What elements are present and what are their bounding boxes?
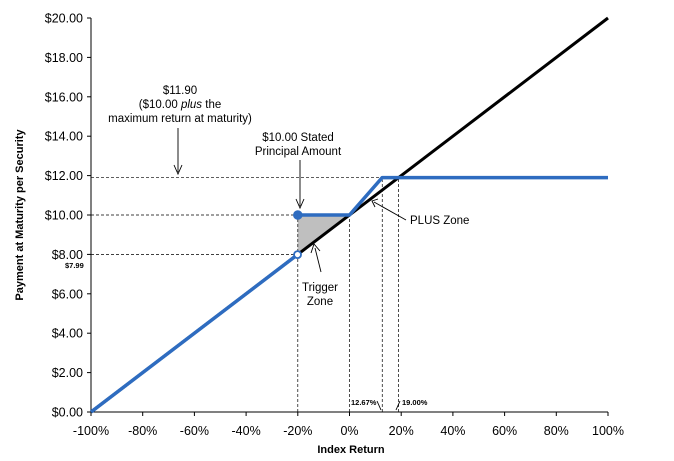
trigger-level-label: $7.99 — [65, 261, 84, 270]
max-return-desc-2: maximum return at maturity) — [108, 113, 252, 125]
trigger-zone-line2: Zone — [307, 296, 333, 308]
y-tick-label: $20.00 — [45, 12, 83, 26]
series-markers — [293, 210, 303, 259]
cap-threshold-label: 12.67% — [351, 398, 377, 407]
y-tick-label: $18.00 — [45, 51, 83, 65]
trigger-zone-arrow — [314, 247, 322, 273]
y-tick-label: $2.00 — [52, 366, 83, 380]
trigger-level-marker — [293, 250, 302, 259]
x-tick-label: -80% — [128, 424, 157, 438]
x-tick-label: -100% — [73, 424, 109, 438]
series-lines — [89, 16, 609, 414]
plus-zone-arrow — [373, 201, 407, 221]
stated-principal-marker — [293, 210, 303, 220]
y-axis-title: Payment at Maturity per Security — [14, 129, 26, 301]
stated-principal-line2: Principal Amount — [255, 146, 342, 158]
y-tick-label: $8.00 — [52, 248, 83, 262]
y-tick-labels: $0.00 $2.00 $4.00 $6.00 $8.00 $10.00 $12.00 $14… — [45, 12, 83, 420]
x-tick-label: 20% — [389, 424, 414, 438]
series-line-1 — [89, 253, 299, 414]
x-tick-label: -60% — [180, 424, 209, 438]
y-tick-label: $10.00 — [45, 209, 83, 223]
y-tick-label: $12.00 — [45, 169, 83, 183]
y-tick-label: $16.00 — [45, 90, 83, 104]
x-tick-label: 100% — [592, 424, 624, 438]
x-tick-labels: -100% -80% -60% -40% -20% 0% 20% 40% 60% 80% 100% — [73, 424, 624, 438]
axes — [87, 17, 609, 416]
y-tick-label: $14.00 — [45, 130, 83, 144]
x-tick-label: 0% — [340, 424, 358, 438]
trigger-zone-line1: Trigger — [302, 282, 338, 294]
cap-threshold-tick — [376, 400, 382, 411]
y-tick-label: $0.00 — [52, 406, 83, 420]
annotation-arrows — [173, 128, 407, 411]
y-tick-label: $6.00 — [52, 287, 83, 301]
plus-zone-label: PLUS Zone — [410, 215, 469, 227]
x-axis-title: Index Return — [317, 444, 385, 456]
max-index-label: 19.00% — [402, 398, 428, 407]
x-tick-label: -20% — [283, 424, 312, 438]
max-return-desc: ($10.00 plus the — [139, 99, 222, 111]
plus-zone-arrowhead — [371, 198, 379, 208]
x-tick-label: 60% — [492, 424, 517, 438]
max-return-arrowhead — [173, 164, 183, 176]
x-tick-label: -40% — [232, 424, 261, 438]
stated-principal-line1: $10.00 Stated — [262, 132, 334, 144]
series-line-2 — [297, 175, 608, 217]
stated-principal-arrowhead — [295, 198, 305, 210]
x-tick-label: 80% — [544, 424, 569, 438]
max-index-tick — [395, 400, 401, 411]
trigger-zone-arrowhead — [310, 243, 321, 254]
y-tick-label: $4.00 — [52, 327, 83, 341]
x-tick-label: 40% — [440, 424, 465, 438]
max-return-value: $11.90 — [163, 85, 197, 97]
